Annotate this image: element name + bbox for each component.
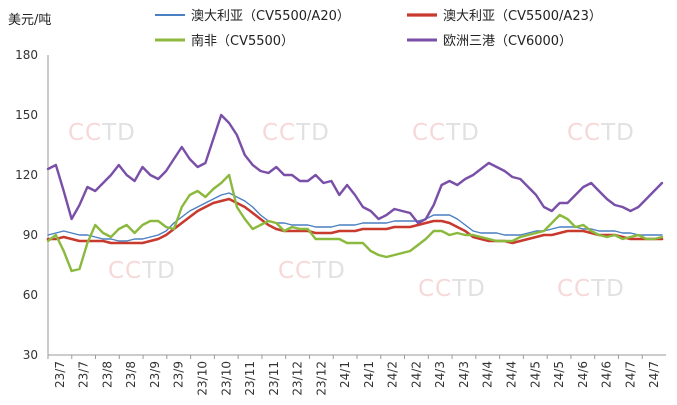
legend-label: 欧洲三港（CV6000） [443,34,572,49]
x-tick-label: 24/2 [386,361,400,388]
legend: 澳大利亚（CV5500/A20） 澳大利亚（CV5500/A23） 南非（CV550… [155,8,602,49]
x-tick-label: 24/4 [505,361,519,388]
series-line-2 [46,197,664,245]
watermark-text: CCTD [108,258,176,284]
axes [47,55,666,356]
x-tick-label: 24/4 [481,361,495,388]
series-line-1 [47,192,663,242]
x-tick-label: 23/10 [219,361,233,396]
x-tick-label: 24/5 [552,361,566,388]
x-tick-label: 24/7 [647,361,661,388]
x-tick-label: 23/8 [124,361,138,388]
x-tick-label: 24/5 [528,361,542,388]
x-tick-label: 23/9 [148,361,162,388]
x-tick-label: 23/7 [77,361,91,388]
y-axis-unit-label: 美元/吨 [8,13,51,28]
watermark-text: CCTD [412,120,480,146]
x-tick-label: 23/11 [243,361,257,396]
x-tick-label: 24/2 [409,361,423,388]
y-tick-label: 30 [23,348,38,362]
watermark-text: CCTD [567,120,635,146]
y-tick-label: 150 [15,108,38,122]
legend-label: 澳大利亚（CV5500/A23） [443,8,602,24]
watermark-text: CCTD [262,120,330,146]
x-tick-label: 24/6 [600,361,614,388]
legend-label: 澳大利亚（CV5500/A20） [191,8,350,24]
x-tick-label: 24/6 [576,361,590,388]
watermark-layer: CCTD CCTD CCTD CCTD CCTD CCTD CCTD CCTD [68,120,635,302]
x-tick-label: 23/9 [172,361,186,388]
y-tick-label: 120 [15,168,38,182]
x-tick-label: 23/7 [53,361,67,388]
watermark-text: CCTD [418,276,486,302]
x-tick-label: 23/12 [291,361,305,396]
y-axis-ticks: 30 60 90 120 150 180 [15,48,38,362]
x-tick-label: 24/3 [457,361,471,388]
watermark-text: CCTD [68,120,136,146]
x-tick-label: 23/8 [100,361,114,388]
y-tick-label: 60 [23,288,38,302]
watermark-text: CCTD [557,276,625,302]
x-axis-ticks: 23/7 23/7 23/8 23/8 23/9 23/9 23/10 23/10 23/11 2… [47,355,661,396]
series-layer [46,113,664,273]
x-tick-label: 23/12 [314,361,328,396]
x-tick-label: 23/11 [267,361,281,396]
x-tick-label: 23/10 [196,361,210,396]
x-tick-label: 24/7 [623,361,637,388]
series-line-3 [46,173,664,273]
x-tick-label: 24/3 [433,361,447,388]
legend-label: 南非（CV5500） [191,33,294,49]
series-line-4 [46,113,664,225]
y-tick-label: 90 [23,228,38,242]
watermark-text: CCTD [278,258,346,284]
x-tick-label: 24/1 [362,361,376,388]
x-tick-label: 24/1 [338,361,352,388]
y-tick-label: 180 [15,48,38,62]
